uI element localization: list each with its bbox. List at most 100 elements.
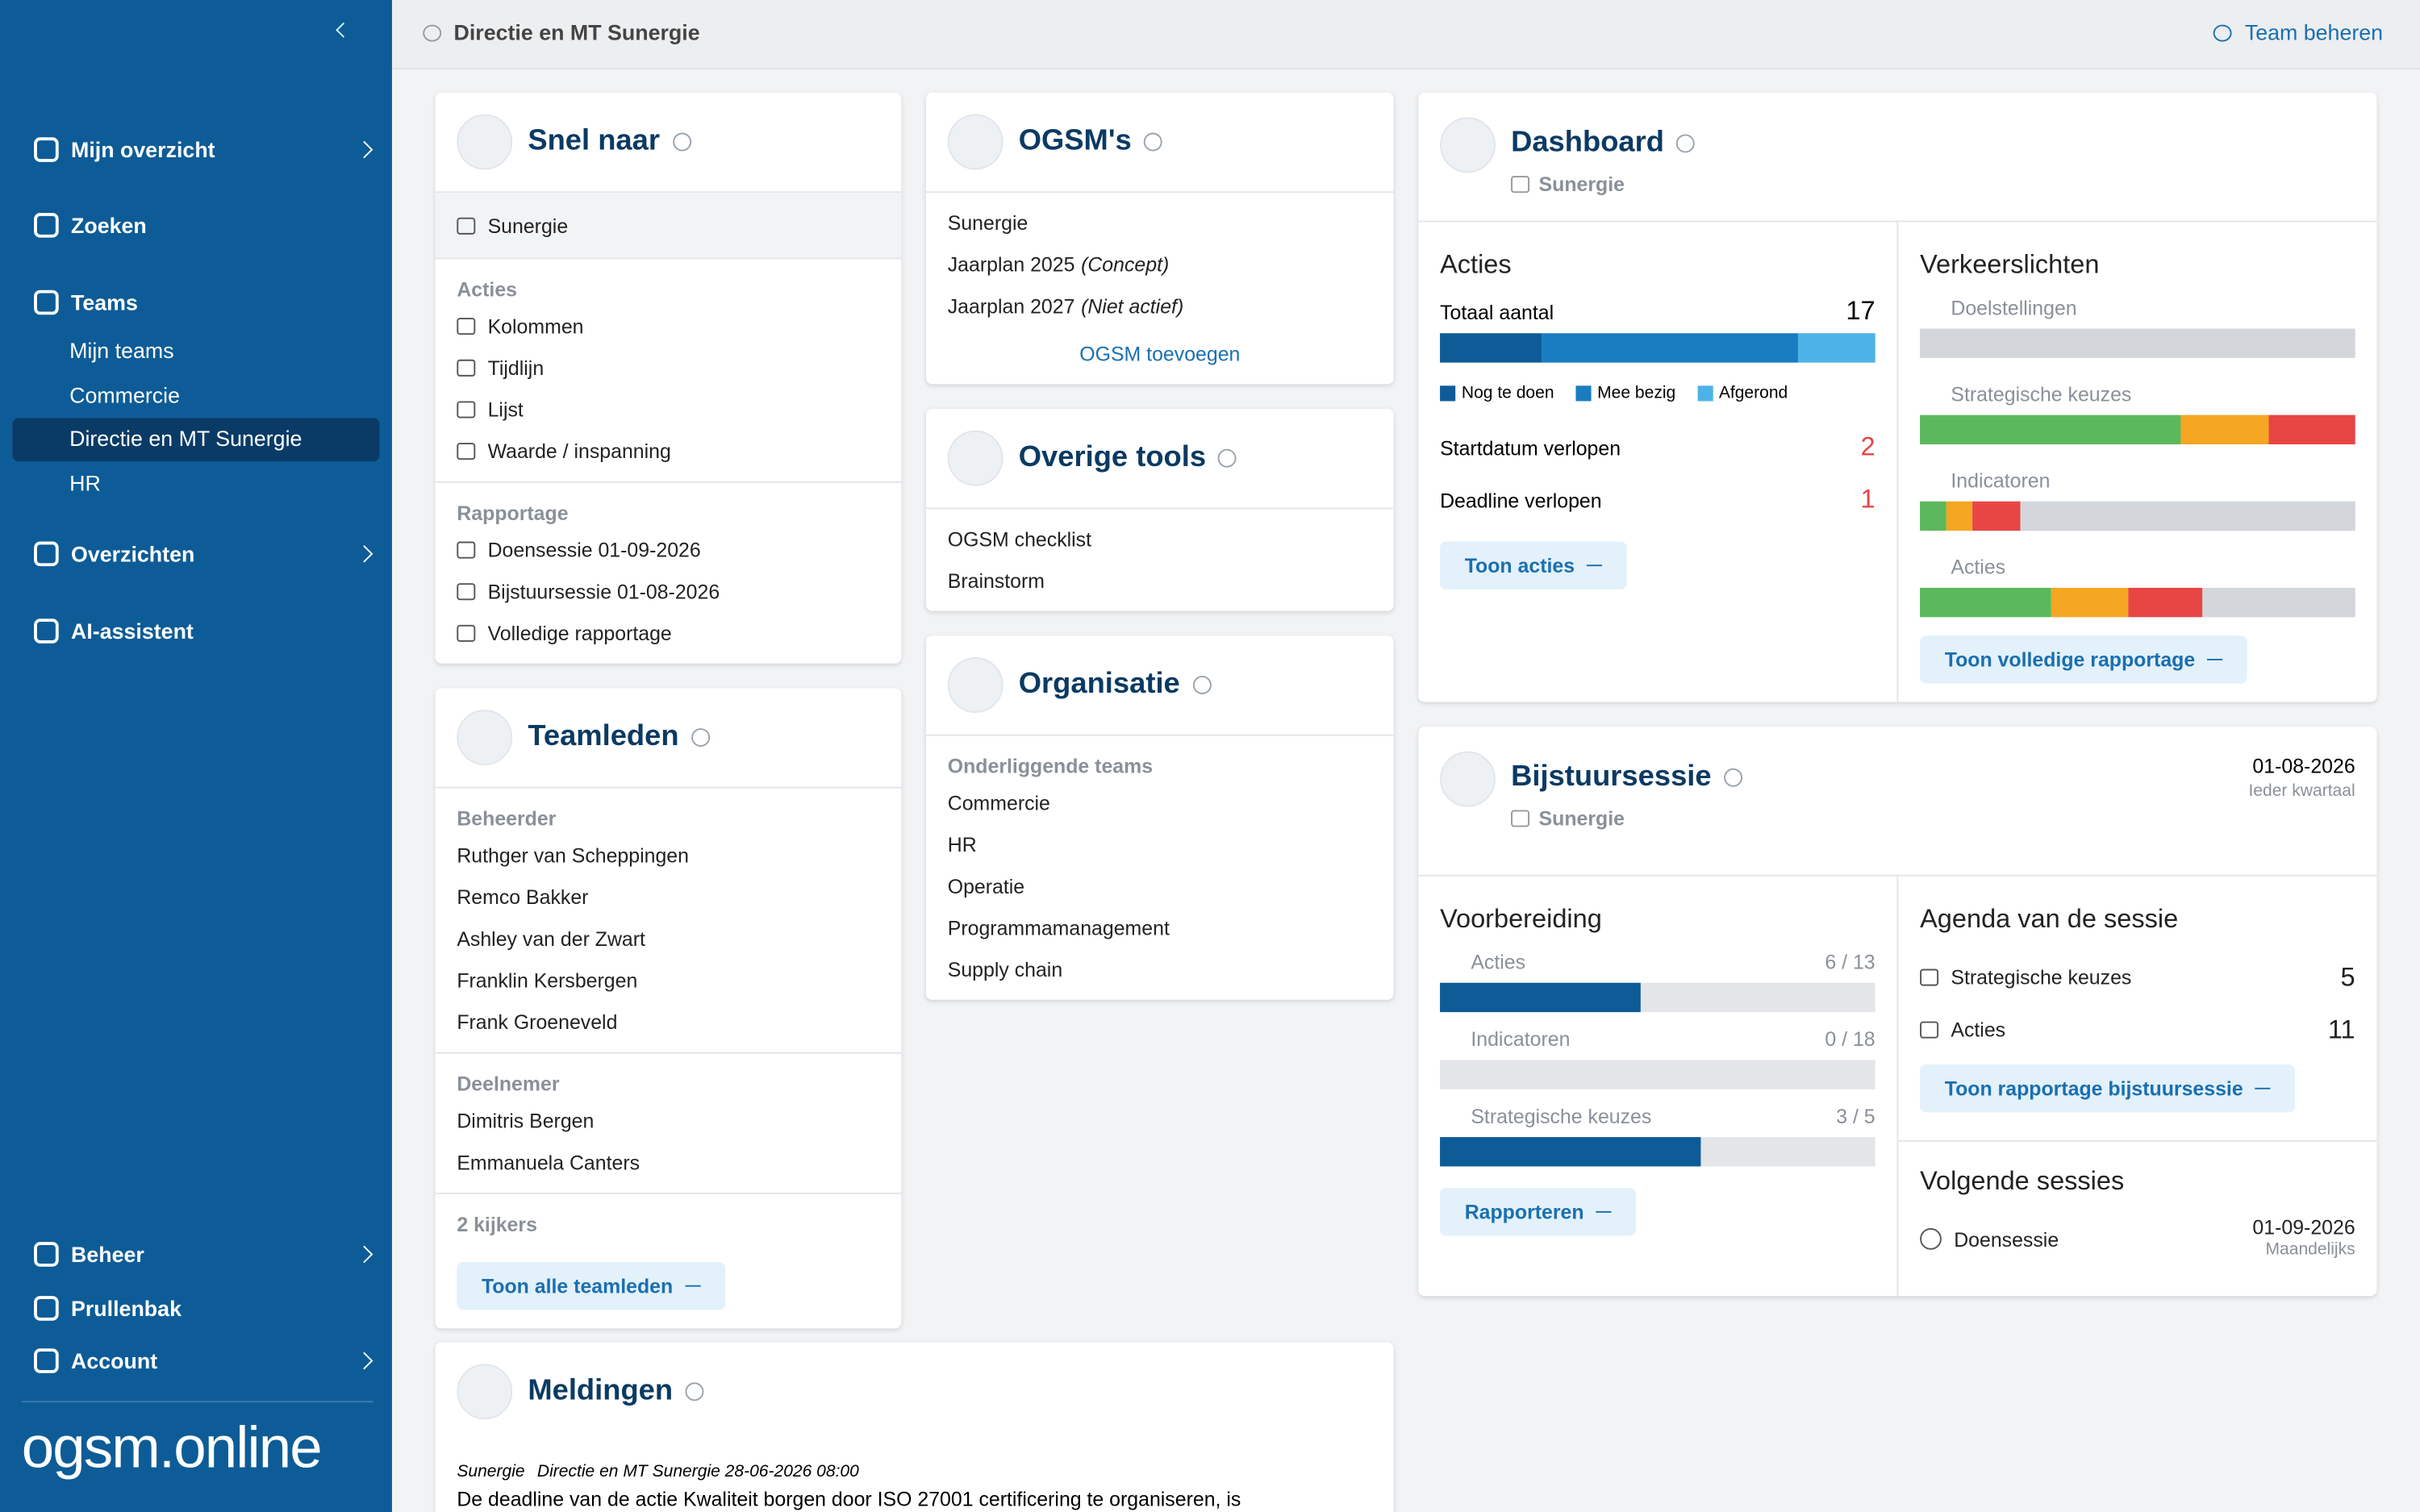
card-icon <box>947 657 1003 713</box>
chevron <box>355 1245 373 1264</box>
team[interactable]: Operatie <box>947 874 1025 898</box>
ogsm-item[interactable]: Jaarplan 2025 (Concept) <box>948 244 1372 285</box>
card-body: Acties Totaal aantal 17 Nog te doen Mee bezi… <box>1418 222 2376 702</box>
tool[interactable]: OGSM checklist <box>947 527 1092 552</box>
link[interactable]: Lijst <box>457 389 879 431</box>
total-label: Totaal aantal <box>1440 300 1554 323</box>
link[interactable]: Waarde / inspanning <box>457 431 879 473</box>
card-title: Teamleden <box>528 720 679 753</box>
prep-row: Strategische keuzes 3 / 5 <box>1471 1105 1875 1128</box>
team-item[interactable]: Commercie <box>69 381 181 407</box>
link[interactable]: Tijdlijn <box>457 347 879 389</box>
card-icon <box>457 710 513 765</box>
stat-row: Startdatum verlopen 2 <box>1440 421 1876 473</box>
link[interactable]: Doensessie 01-09-2026 <box>457 529 879 571</box>
member: Ruthger van Scheppingen <box>457 843 689 868</box>
button[interactable]: Rapporteren <box>1440 1188 1637 1236</box>
card-subtitle: Sunergie <box>1511 173 1695 196</box>
bar-segment <box>1440 333 1543 363</box>
nav-item[interactable]: AI-assistent <box>34 619 370 644</box>
session-row[interactable]: Doensessie 01-09-2026 Maandelijks <box>1920 1213 2355 1265</box>
button[interactable]: Toon acties <box>1440 541 1628 589</box>
grid-icon <box>1511 810 1530 827</box>
link[interactable]: Volledige rapportage <box>457 613 879 655</box>
date: 01-08-2026 <box>2252 754 2355 778</box>
subtitle-text: Sunergie <box>1538 173 1625 196</box>
card-header: Teamleden <box>435 688 902 789</box>
nav-label: Overzichten <box>71 541 195 567</box>
team[interactable]: HR <box>947 833 977 856</box>
verkeerslichten-panel: Verkeerslichten Doelstellingen Strategisch… <box>1898 223 2376 702</box>
agenda-row: Acties 11 <box>1920 1003 2355 1056</box>
bar-segment <box>2050 587 2130 618</box>
legend-swatch <box>1697 385 1713 402</box>
collapse-icon[interactable] <box>336 22 352 38</box>
button[interactable]: Toon rapportage bijstuursessie <box>1920 1064 2296 1113</box>
legend-item: Mee bezig <box>1575 384 1675 402</box>
team[interactable]: Commercie <box>947 791 1050 815</box>
viewers: 2 kijkers <box>457 1212 537 1236</box>
nav-item[interactable]: Prullenbak <box>34 1296 370 1321</box>
button-label: Toon alle teamleden <box>481 1274 674 1298</box>
card-title: Organisatie <box>1018 668 1180 701</box>
ogsm-item[interactable]: Jaarplan 2027 (Niet actief) <box>948 285 1372 327</box>
team-beheren[interactable]: Team beheren <box>2213 20 2383 44</box>
ogsm-name: Jaarplan 2025 <box>947 252 1075 277</box>
team-item[interactable]: HR <box>69 470 101 496</box>
check-icon <box>1920 1227 1942 1250</box>
ogsm-name: Jaarplan 2027 <box>947 294 1075 319</box>
team-item[interactable]: Directie en MT Sunergie <box>69 426 302 452</box>
panel-title: Voorbereiding <box>1440 904 1602 934</box>
tool[interactable]: Brainstorm <box>947 569 1045 593</box>
nav-label: Beheer <box>71 1242 144 1267</box>
bar-segment <box>2129 587 2203 618</box>
nav-item[interactable]: Teams <box>34 289 370 315</box>
team-item[interactable]: Mijn teams <box>69 338 174 363</box>
add-ogsm[interactable]: OGSM toevoegen <box>948 327 1372 375</box>
card-subtitle: Sunergie <box>1511 807 1742 830</box>
bar-segment <box>1920 414 2181 445</box>
help-icon <box>1192 676 1212 694</box>
link-text: Lijst <box>487 398 524 422</box>
item-icon <box>457 359 476 377</box>
breadcrumb-text: Directie en MT Sunergie <box>453 19 700 45</box>
nav-item[interactable]: Mijn overzicht <box>34 137 373 162</box>
help-icon <box>691 728 710 748</box>
agenda-label: Strategische keuzes <box>1951 964 2132 989</box>
traffic-bar <box>1920 587 2355 618</box>
nav-item[interactable]: Beheer <box>34 1242 373 1267</box>
session-date: 01-09-2026 Maandelijks <box>2252 1216 2355 1262</box>
arrow-icon <box>685 1285 701 1287</box>
link[interactable]: Kolommen <box>457 306 879 348</box>
team-icon <box>423 23 442 41</box>
ogsm-item[interactable]: Sunergie <box>948 202 1372 244</box>
prep-label: Strategische keuzes <box>1471 1104 1652 1128</box>
session-date: 01-08-2026 Ieder kwartaal <box>2248 755 2355 801</box>
team[interactable]: Programmamanagement <box>947 916 1170 940</box>
nav-item[interactable]: Account <box>34 1348 373 1373</box>
title-row: Overige tools <box>1019 441 1237 475</box>
notification-text: De deadline van de actie Kwaliteit borge… <box>457 1487 1241 1511</box>
section: Rapportage Doensessie 01-09-2026 Bijstuurs… <box>436 483 902 664</box>
prep-label: Indicatoren <box>1471 1027 1571 1051</box>
card-title: Dashboard <box>1511 126 1664 160</box>
row-icon <box>1920 1020 1939 1038</box>
current-ogsm[interactable]: Sunergie <box>435 193 902 260</box>
card-header: Dashboard Sunergie <box>1418 93 2377 223</box>
nav-item[interactable]: Overzichten <box>34 541 373 567</box>
link[interactable]: Bijstuursessie 01-08-2026 <box>457 571 879 613</box>
button[interactable]: Toon alle teamleden <box>457 1262 726 1310</box>
card-icon <box>457 114 513 170</box>
chevron <box>355 1352 373 1370</box>
section: Onderliggende teams Commercie HR Operatie Pr… <box>926 736 1394 1000</box>
nav-item[interactable]: Zoeken <box>34 213 370 238</box>
path-part: Sunergie <box>457 1462 525 1481</box>
card-bijstuursessie: Bijstuursessie Sunergie 01-08-2026 Ieder kw… <box>1418 727 2377 1297</box>
card-header: Snel naar <box>435 93 902 194</box>
bar-segment <box>1946 501 1972 531</box>
team[interactable]: Supply chain <box>947 958 1063 981</box>
traffic-label: Doelstellingen <box>1951 296 2077 320</box>
card-header: Overige tools <box>925 409 1394 510</box>
button[interactable]: Toon volledige rapportage <box>1920 635 2248 684</box>
